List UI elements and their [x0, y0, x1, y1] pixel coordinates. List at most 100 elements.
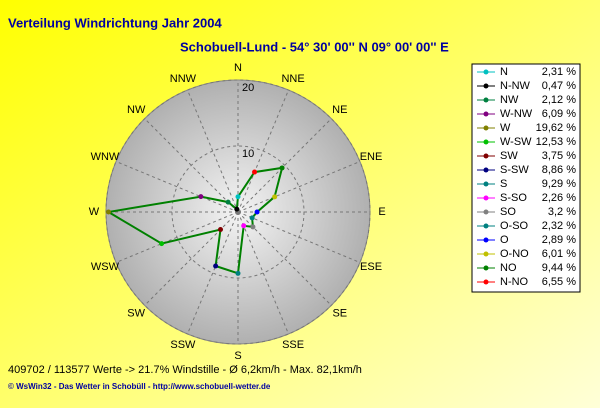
legend-label: SO — [500, 206, 516, 218]
legend-label: S-SW — [500, 164, 529, 176]
data-point — [234, 206, 240, 212]
axis-label: W — [89, 206, 100, 218]
data-point — [279, 165, 285, 171]
legend-value: 2,12 % — [542, 94, 576, 106]
axis-label: WSW — [91, 261, 120, 273]
legend-marker — [483, 83, 489, 89]
legend-value: 9,44 % — [542, 262, 576, 274]
legend-value: 3,75 % — [542, 150, 576, 162]
spoke — [237, 89, 289, 213]
legend-label: S-SO — [500, 192, 527, 204]
legend-value: 6,01 % — [542, 248, 576, 260]
axis-label: WNW — [91, 151, 120, 163]
r-tick-label: 10 — [242, 148, 254, 160]
legend-value: 6,09 % — [542, 108, 576, 120]
r-tick-label: 20 — [242, 82, 254, 94]
credit: © WsWin32 - Das Wetter in Schobüll - htt… — [8, 382, 271, 391]
spoke — [144, 211, 239, 306]
spoke — [115, 211, 239, 263]
data-point — [213, 263, 219, 269]
spoke — [237, 211, 289, 335]
chart-title: Verteilung Windrichtung Jahr 2004 — [8, 15, 222, 30]
legend-label: NO — [500, 262, 517, 274]
data-point — [225, 199, 231, 205]
legend-marker — [483, 69, 489, 75]
spoke — [187, 89, 239, 213]
legend-marker — [483, 125, 489, 131]
legend-marker — [483, 251, 489, 257]
legend-value: 2,31 % — [542, 66, 576, 78]
data-point — [250, 224, 256, 230]
legend-value: 3,2 % — [548, 206, 576, 218]
legend-label: O — [500, 234, 509, 246]
legend-label: W — [500, 122, 511, 134]
spoke — [237, 211, 332, 306]
axis-label: NNW — [170, 73, 197, 85]
legend-marker — [483, 195, 489, 201]
axis-label: SW — [127, 308, 145, 320]
legend-value: 8,86 % — [542, 164, 576, 176]
legend-marker — [483, 153, 489, 159]
data-point — [198, 194, 204, 200]
spoke — [144, 118, 239, 213]
legend-marker — [483, 181, 489, 187]
axis-label: NE — [332, 104, 347, 116]
data-point — [235, 270, 241, 276]
footer: 409702 / 113577 Werte -> 21.7% Windstill… — [8, 364, 362, 376]
axis-label: SSW — [170, 339, 196, 351]
legend-label: N-NO — [500, 276, 529, 288]
spoke — [115, 161, 239, 213]
axis-label: N — [234, 62, 242, 74]
legend-value: 12,53 % — [536, 136, 577, 148]
legend-value: 2,26 % — [542, 192, 576, 204]
data-point — [241, 223, 247, 229]
legend-marker — [483, 265, 489, 271]
spoke — [237, 118, 332, 213]
axis-label: E — [378, 206, 385, 218]
data-point — [254, 209, 260, 215]
data-point — [235, 194, 241, 200]
legend-value: 19,62 % — [536, 122, 577, 134]
axis-label: ENE — [360, 151, 383, 163]
axis-label: SE — [332, 308, 347, 320]
legend-value: 2,89 % — [542, 234, 576, 246]
data-point — [106, 209, 112, 215]
axis-label: S — [234, 350, 241, 362]
legend-label: N — [500, 66, 508, 78]
legend-label: W-NW — [500, 108, 533, 120]
legend-label: W-SW — [500, 136, 532, 148]
legend-value: 2,32 % — [542, 220, 576, 232]
spoke — [237, 161, 361, 213]
legend-marker — [483, 97, 489, 103]
legend-value: 9,29 % — [542, 178, 576, 190]
legend-value: 0,47 % — [542, 80, 576, 92]
legend-label: S — [500, 178, 507, 190]
axis-label: SSE — [282, 339, 304, 351]
axis-label: NNE — [281, 73, 304, 85]
data-point — [252, 169, 258, 175]
legend-marker — [483, 209, 489, 215]
data-point — [217, 227, 223, 233]
legend-marker — [483, 167, 489, 173]
data-point — [272, 194, 278, 200]
data-point — [159, 241, 165, 247]
legend-marker — [483, 279, 489, 285]
legend-marker — [483, 111, 489, 117]
axis-label: NW — [127, 104, 146, 116]
data-point — [249, 215, 255, 221]
axis-label: ESE — [360, 261, 382, 273]
legend-value: 6,55 % — [542, 276, 576, 288]
spoke — [187, 211, 239, 335]
legend-marker — [483, 223, 489, 229]
grid-ring — [105, 79, 371, 345]
legend-marker — [483, 237, 489, 243]
chart-subtitle: Schobuell-Lund - 54° 30' 00'' N 09° 00' … — [180, 39, 449, 54]
legend-label: O-NO — [500, 248, 529, 260]
legend-label: N-NW — [500, 80, 531, 92]
legend-label: O-SO — [500, 220, 529, 232]
legend-marker — [483, 139, 489, 145]
spoke — [237, 211, 361, 263]
legend-label: SW — [500, 150, 518, 162]
legend-label: NW — [500, 94, 519, 106]
